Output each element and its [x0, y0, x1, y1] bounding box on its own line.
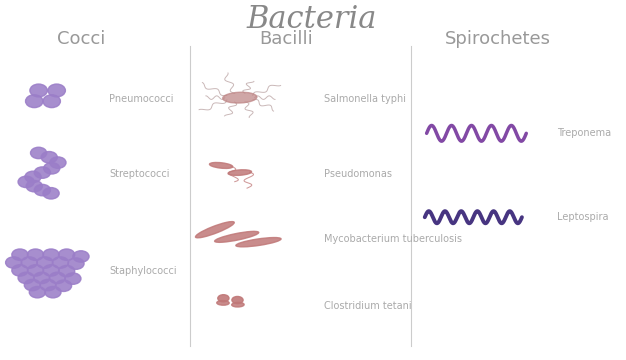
Ellipse shape	[44, 163, 60, 174]
Ellipse shape	[24, 279, 41, 291]
Ellipse shape	[26, 180, 43, 192]
Text: Bacilli: Bacilli	[260, 30, 314, 48]
Ellipse shape	[25, 171, 41, 183]
Ellipse shape	[34, 272, 50, 284]
Ellipse shape	[12, 265, 28, 276]
Ellipse shape	[236, 238, 281, 247]
Text: Pneumococci: Pneumococci	[109, 94, 173, 104]
Ellipse shape	[43, 95, 61, 108]
Text: Cocci: Cocci	[57, 30, 105, 48]
Text: Leptospira: Leptospira	[557, 212, 609, 222]
Ellipse shape	[43, 249, 59, 260]
Ellipse shape	[232, 297, 243, 303]
Ellipse shape	[53, 257, 68, 268]
Ellipse shape	[28, 265, 44, 276]
Ellipse shape	[40, 279, 56, 291]
Ellipse shape	[30, 84, 48, 97]
Ellipse shape	[218, 295, 229, 302]
Text: Mycobacterium tuberculosis: Mycobacterium tuberculosis	[324, 234, 462, 244]
Ellipse shape	[26, 95, 43, 108]
Ellipse shape	[49, 272, 65, 284]
Ellipse shape	[215, 231, 259, 242]
Ellipse shape	[195, 222, 234, 238]
Ellipse shape	[217, 301, 229, 305]
Ellipse shape	[28, 249, 44, 260]
Text: Streptococci: Streptococci	[109, 169, 170, 179]
Ellipse shape	[45, 287, 61, 298]
Ellipse shape	[210, 162, 233, 168]
Ellipse shape	[41, 152, 58, 163]
Ellipse shape	[73, 251, 89, 262]
Ellipse shape	[37, 257, 53, 268]
Text: Salmonella typhi: Salmonella typhi	[324, 94, 406, 104]
Ellipse shape	[18, 176, 34, 188]
Ellipse shape	[59, 265, 74, 277]
Ellipse shape	[12, 249, 28, 260]
Ellipse shape	[48, 84, 65, 97]
Text: Bacteria: Bacteria	[246, 4, 377, 35]
Ellipse shape	[68, 258, 84, 269]
Ellipse shape	[56, 280, 71, 292]
Text: Pseudomonas: Pseudomonas	[324, 169, 392, 179]
Ellipse shape	[18, 272, 34, 284]
Text: Treponema: Treponema	[557, 128, 612, 138]
Ellipse shape	[34, 167, 51, 178]
Ellipse shape	[50, 157, 66, 168]
Ellipse shape	[223, 92, 257, 103]
Ellipse shape	[21, 257, 38, 268]
Ellipse shape	[43, 265, 59, 276]
Ellipse shape	[43, 188, 59, 199]
Ellipse shape	[228, 170, 252, 175]
Text: Clostridium tetani: Clostridium tetani	[324, 301, 411, 311]
Ellipse shape	[64, 273, 81, 284]
Ellipse shape	[6, 257, 22, 268]
Ellipse shape	[29, 287, 46, 298]
Ellipse shape	[34, 184, 51, 196]
Text: Staphylococci: Staphylococci	[109, 266, 177, 276]
Ellipse shape	[31, 147, 47, 159]
Ellipse shape	[59, 249, 74, 260]
Ellipse shape	[232, 302, 244, 307]
Text: Spirochetes: Spirochetes	[445, 30, 552, 48]
